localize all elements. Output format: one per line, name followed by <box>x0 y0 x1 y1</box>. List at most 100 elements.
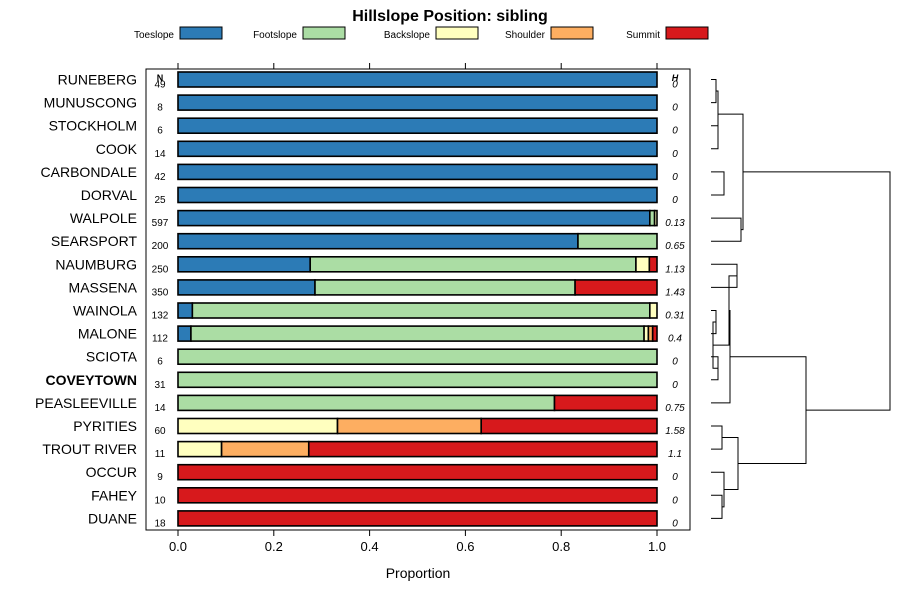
h-value-runeberg: 0 <box>672 80 678 91</box>
bar-carbondale-toeslope <box>177 163 658 181</box>
n-value-carbondale: 42 <box>154 172 166 183</box>
legend-swatch-shoulder <box>550 26 594 40</box>
bar-naumburg-footslope <box>309 255 637 273</box>
bar-trout-river-shoulder <box>220 440 310 458</box>
row-label-duane: DUANE <box>88 510 137 526</box>
bar-massena-toeslope <box>177 279 316 296</box>
h-value-duane: 0 <box>672 518 678 529</box>
n-value-stockholm: 6 <box>157 126 163 137</box>
dendrogram-branch <box>727 113 744 231</box>
n-value-munuscong: 8 <box>157 103 163 114</box>
x-tick-label: 0.4 <box>361 539 379 554</box>
bar-duane-summit <box>177 510 658 527</box>
bar-naumburg-toeslope <box>177 255 312 273</box>
row-label-munuscong: MUNUSCONG <box>44 95 137 111</box>
row-label-sciota: SCIOTA <box>86 349 138 365</box>
h-value-naumburg: 1.13 <box>665 264 685 275</box>
legend: Toeslope Footslope Backslope Shoulder Summit <box>134 26 709 41</box>
bar-fahey-summit <box>177 486 658 504</box>
bar-wainola-footslope <box>191 302 651 319</box>
legend-label-footslope: Footslope <box>253 30 297 41</box>
legend-swatch-toeslope <box>179 26 223 40</box>
h-value-munuscong: 0 <box>672 103 678 114</box>
legend-label-backslope: Backslope <box>384 30 431 41</box>
plot-frame <box>145 68 691 531</box>
bar-pyrities-shoulder <box>336 417 483 435</box>
n-value-occur: 9 <box>157 472 163 483</box>
x-tick-label: 1.0 <box>648 539 666 554</box>
row-label-dorval: DORVAL <box>81 187 137 203</box>
dendrogram-branch <box>711 217 742 242</box>
legend-swatch-footslope <box>302 26 346 40</box>
h-value-coveytown: 0 <box>672 380 678 391</box>
n-value-naumburg: 250 <box>152 264 169 275</box>
bar-naumburg-backslope <box>635 255 651 273</box>
h-value-searsport: 0.65 <box>665 241 685 252</box>
bar-cook-toeslope <box>177 140 658 158</box>
bar-wainola-toeslope <box>177 302 194 319</box>
chart-title: Hillslope Position: sibling <box>352 8 548 25</box>
bar-malone-footslope <box>190 325 645 342</box>
n-value-massena: 350 <box>152 287 169 298</box>
row-label-searsport: SEARSPORT <box>51 233 138 249</box>
row-label-stockholm: STOCKHOLM <box>49 118 137 134</box>
n-value-searsport: 200 <box>152 241 169 252</box>
dendrogram-branch <box>711 171 725 196</box>
row-label-walpole: WALPOLE <box>70 210 137 226</box>
dendrogram-branch <box>711 125 719 150</box>
bar-malone-toeslope <box>177 325 192 342</box>
row-label-pyrities: PYRITIES <box>73 418 137 434</box>
row-label-fahey: FAHEY <box>91 487 138 503</box>
bar-munuscong-toeslope <box>177 94 658 111</box>
dendrogram-branch <box>743 171 891 411</box>
dendrogram-branch <box>730 356 807 465</box>
bar-pyrities-summit <box>480 417 658 435</box>
row-label-massena: MASSENA <box>69 279 138 295</box>
bar-stockholm-toeslope <box>177 117 658 134</box>
bar-pyrities-backslope <box>177 417 339 435</box>
x-axis-label: Proportion <box>386 565 451 581</box>
h-value-dorval: 0 <box>672 195 678 206</box>
h-value-massena: 1.43 <box>665 287 685 298</box>
h-value-cook: 0 <box>672 149 678 160</box>
x-tick-label: 0.8 <box>552 539 570 554</box>
n-value-cook: 14 <box>154 149 166 160</box>
row-label-coveytown: COVEYTOWN <box>45 372 137 388</box>
legend-swatch-summit <box>665 26 709 40</box>
dendrogram-branch <box>716 90 719 138</box>
n-header: N <box>157 73 164 83</box>
h-header: H <box>672 73 679 83</box>
n-value-duane: 18 <box>154 518 166 529</box>
bar-walpole-toeslope <box>177 209 651 227</box>
n-value-peasleeville: 14 <box>154 403 166 414</box>
bar-searsport-footslope <box>577 232 658 250</box>
x-tick-label: 0.0 <box>169 539 187 554</box>
bar-occur-summit <box>177 463 658 481</box>
legend-label-toeslope: Toeslope <box>134 30 174 41</box>
row-label-wainola: WAINOLA <box>73 303 138 319</box>
h-value-peasleeville: 0.75 <box>665 403 685 414</box>
bar-naumburg-summit <box>648 255 658 273</box>
bar-wainola-backslope <box>649 302 658 319</box>
h-value-occur: 0 <box>672 472 678 483</box>
h-value-pyrities: 1.58 <box>665 426 685 437</box>
x-tick-label: 0.2 <box>265 539 283 554</box>
n-value-malone: 112 <box>152 334 168 345</box>
bar-walpole-backslope <box>653 209 658 227</box>
h-value-sciota: 0 <box>672 357 678 368</box>
dendrogram-branch <box>711 425 723 450</box>
legend-label-shoulder: Shoulder <box>505 30 546 41</box>
legend-label-summit: Summit <box>626 30 660 41</box>
x-tick-label: 0.6 <box>456 539 474 554</box>
bar-malone-summit <box>651 325 658 342</box>
row-label-naumburg: NAUMBURG <box>55 256 137 272</box>
n-value-dorval: 25 <box>154 195 166 206</box>
row-label-runeberg: RUNEBERG <box>58 72 137 88</box>
plot-area: 0.0 0.2 0.4 0.6 0.8 1.0 N H RUNEBERG 49 0 MUNUSCONG… <box>35 63 691 554</box>
bar-trout-river-backslope <box>177 440 223 458</box>
h-value-carbondale: 0 <box>672 172 678 183</box>
n-value-fahey: 10 <box>154 495 166 506</box>
dendrogram-branch <box>711 79 717 104</box>
row-label-carbondale: CARBONDALE <box>41 164 137 180</box>
